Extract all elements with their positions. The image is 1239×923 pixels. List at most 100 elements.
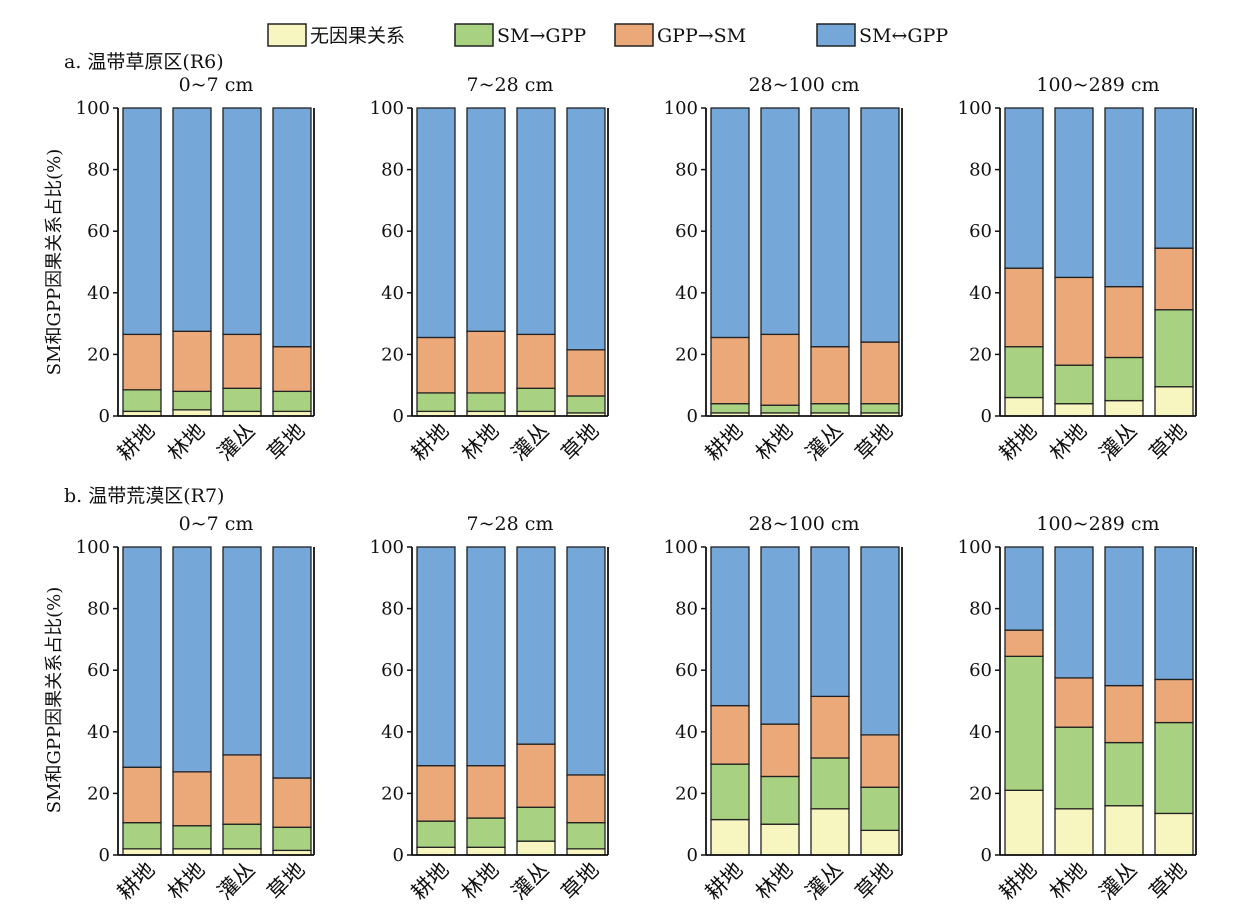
legend-label-gpp-sm: GPP→SM	[657, 25, 746, 47]
bar-segment-bidirectional	[416, 107, 456, 339]
y-tick-label: 80	[969, 599, 992, 620]
panel-label-b: b. 温带荒漠区(R7)	[64, 485, 224, 507]
bar-segment-bidirectional	[760, 546, 800, 725]
bar-segment-none	[1154, 812, 1194, 856]
y-tick-label: 0	[393, 845, 404, 866]
bar-segment-gpp-sm	[1154, 678, 1194, 724]
bar-segment-sm-gpp	[222, 823, 262, 850]
category-label: 林地	[1045, 419, 1092, 466]
y-tick-label: 20	[381, 344, 404, 365]
bar-segment-gpp-sm	[760, 723, 800, 778]
bar-segment-sm-gpp	[122, 389, 162, 413]
y-tick-label: 100	[664, 98, 698, 119]
category-label: 灌丛	[1095, 858, 1142, 905]
category-label: 灌丛	[507, 419, 554, 466]
bar-segment-bidirectional	[272, 107, 312, 348]
y-tick-label: 60	[969, 221, 992, 242]
y-tick-label: 80	[87, 160, 110, 181]
bar-segment-sm-gpp	[1154, 309, 1194, 388]
bar-segment-none	[1054, 808, 1094, 856]
bar-segment-bidirectional	[172, 107, 212, 332]
chart-title: 28~100 cm	[748, 74, 859, 96]
category-label: 耕地	[995, 858, 1042, 905]
y-tick-label: 20	[87, 783, 110, 804]
y-tick-label: 60	[381, 660, 404, 681]
y-tick-label: 20	[381, 783, 404, 804]
bar-segment-bidirectional	[1004, 546, 1044, 631]
bar-segment-sm-gpp	[1104, 356, 1144, 402]
bar-segment-bidirectional	[222, 546, 262, 756]
category-label: 草地	[1145, 419, 1192, 466]
bar-segment-sm-gpp	[760, 404, 800, 414]
chart-panel: 7~28 cm 耕地 林地 灌丛 草地 0 20 40 60 80 100	[370, 74, 609, 466]
chart-panel: 100~289 cm 耕地 林地 灌丛 草地 0 20 40 60 80 100	[958, 513, 1197, 905]
chart-title: 0~7 cm	[179, 513, 254, 535]
y-tick-label: 0	[99, 406, 110, 427]
bar-segment-gpp-sm	[416, 336, 456, 394]
bar-segment-sm-gpp	[1004, 346, 1044, 399]
chart-panel: 0~7 cm 耕地 林地 灌丛 草地 0 20 40 60 80 100	[76, 74, 315, 466]
category-label: 林地	[751, 419, 798, 466]
y-tick-label: 60	[381, 221, 404, 242]
y-tick-label: 40	[675, 722, 698, 743]
chart-panel: 100~289 cm 耕地 林地 灌丛 草地 0 20 40 60 80 100	[958, 74, 1197, 466]
bar-segment-none	[122, 848, 162, 856]
bar-segment-gpp-sm	[1054, 677, 1094, 728]
bar-segment-sm-gpp	[466, 817, 506, 848]
bar-segment-gpp-sm	[810, 695, 850, 759]
bar-segment-sm-gpp	[222, 387, 262, 413]
legend: 无因果关系 SM→GPP GPP→SM SM↔GPP	[267, 23, 948, 47]
category-label: 耕地	[407, 858, 454, 905]
bar-segment-gpp-sm	[810, 346, 850, 405]
bar-segment-bidirectional	[710, 546, 750, 707]
category-label: 林地	[751, 858, 798, 905]
category-label: 灌丛	[213, 419, 260, 466]
bar-segment-sm-gpp	[1054, 726, 1094, 810]
bar-segment-sm-gpp	[1104, 741, 1144, 807]
bar-segment-sm-gpp	[516, 387, 556, 413]
bar-segment-bidirectional	[710, 107, 750, 339]
bar-segment-none	[416, 846, 456, 856]
y-tick-label: 0	[99, 845, 110, 866]
category-label: 耕地	[995, 419, 1042, 466]
y-tick-label: 80	[675, 599, 698, 620]
bar-segment-sm-gpp	[810, 757, 850, 810]
bar-segment-none	[222, 848, 262, 856]
bar-segment-bidirectional	[466, 546, 506, 767]
bar-segment-none	[172, 409, 212, 417]
y-tick-label: 100	[370, 537, 404, 558]
y-tick-label: 80	[969, 160, 992, 181]
bar-segment-bidirectional	[566, 107, 606, 351]
category-label: 耕地	[701, 858, 748, 905]
chart-panel: 0~7 cm 耕地 林地 灌丛 草地 0 20 40 60 80 100	[76, 513, 315, 905]
category-label: 林地	[163, 858, 210, 905]
y-tick-label: 100	[958, 98, 992, 119]
bar-segment-bidirectional	[1054, 546, 1094, 679]
bar-segment-none	[810, 808, 850, 856]
bar-segment-gpp-sm	[122, 333, 162, 391]
bar-segment-sm-gpp	[122, 822, 162, 850]
y-tick-label: 0	[981, 406, 992, 427]
legend-label-bidirectional: SM↔GPP	[859, 25, 948, 47]
bar-segment-sm-gpp	[272, 826, 312, 852]
y-tick-label: 40	[381, 722, 404, 743]
bar-segment-none	[760, 823, 800, 856]
y-tick-label: 20	[675, 783, 698, 804]
category-label: 灌丛	[507, 858, 554, 905]
category-label: 草地	[557, 858, 604, 905]
category-label: 林地	[163, 419, 210, 466]
bar-segment-gpp-sm	[860, 734, 900, 788]
bar-segment-none	[1104, 805, 1144, 856]
chart-title: 28~100 cm	[748, 513, 859, 535]
bar-segment-none	[566, 848, 606, 856]
bar-segment-gpp-sm	[710, 704, 750, 765]
y-tick-label: 60	[87, 660, 110, 681]
category-label: 林地	[1045, 858, 1092, 905]
legend-swatch-bidirectional	[816, 23, 856, 47]
y-tick-label: 40	[969, 283, 992, 304]
bar-segment-bidirectional	[860, 107, 900, 343]
bar-segment-gpp-sm	[466, 330, 506, 394]
category-label: 灌丛	[213, 858, 260, 905]
bar-segment-gpp-sm	[516, 743, 556, 808]
category-label: 草地	[1145, 858, 1192, 905]
